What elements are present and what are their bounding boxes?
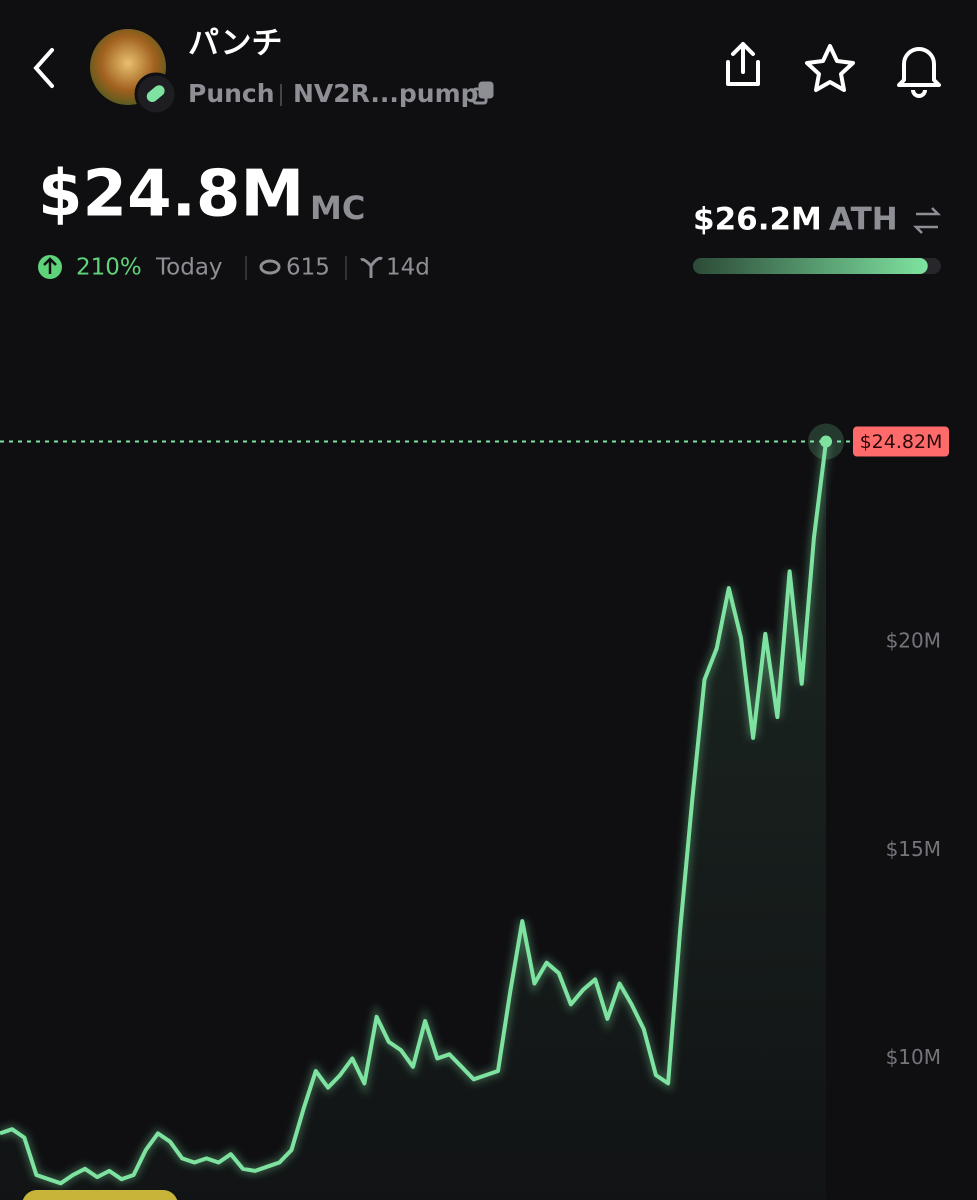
views: 615 bbox=[286, 255, 330, 281]
mc-label: MC bbox=[310, 189, 365, 227]
age: 14d bbox=[386, 255, 430, 281]
token-name: パンチ bbox=[188, 26, 283, 62]
copy-icon[interactable] bbox=[472, 81, 494, 105]
pill-icon bbox=[146, 85, 165, 103]
market-cap: $24.8M bbox=[38, 158, 304, 232]
swap-icon[interactable] bbox=[912, 207, 942, 234]
change: 210% bbox=[76, 255, 142, 281]
ticker: Punch bbox=[188, 79, 275, 108]
ath-value: $26.2M bbox=[693, 202, 822, 238]
last-point bbox=[820, 435, 832, 448]
age-icon bbox=[360, 256, 383, 278]
y-tick-label: $10M bbox=[886, 1045, 941, 1069]
back-button[interactable] bbox=[33, 48, 54, 88]
price-line bbox=[0, 441, 828, 1186]
price-tag-label: $24.82M bbox=[860, 431, 943, 453]
change-period: Today bbox=[155, 255, 223, 281]
up-arrow bbox=[43, 257, 57, 274]
share-button[interactable] bbox=[726, 42, 760, 86]
area bbox=[0, 441, 826, 1200]
address[interactable]: NV2R...pump bbox=[293, 79, 479, 108]
price-tag bbox=[853, 426, 949, 457]
price-chart: $10M $15M $20M $24.82M bbox=[0, 423, 949, 1200]
eye-icon bbox=[259, 259, 281, 275]
favorite-button[interactable] bbox=[805, 44, 855, 92]
ath-label: ATH bbox=[829, 202, 898, 238]
y-tick-label: $15M bbox=[886, 837, 941, 861]
ath-progress bbox=[693, 258, 928, 274]
alert-button[interactable] bbox=[897, 47, 941, 98]
bottom-button[interactable] bbox=[22, 1190, 178, 1200]
y-tick-label: $20M bbox=[886, 629, 941, 653]
